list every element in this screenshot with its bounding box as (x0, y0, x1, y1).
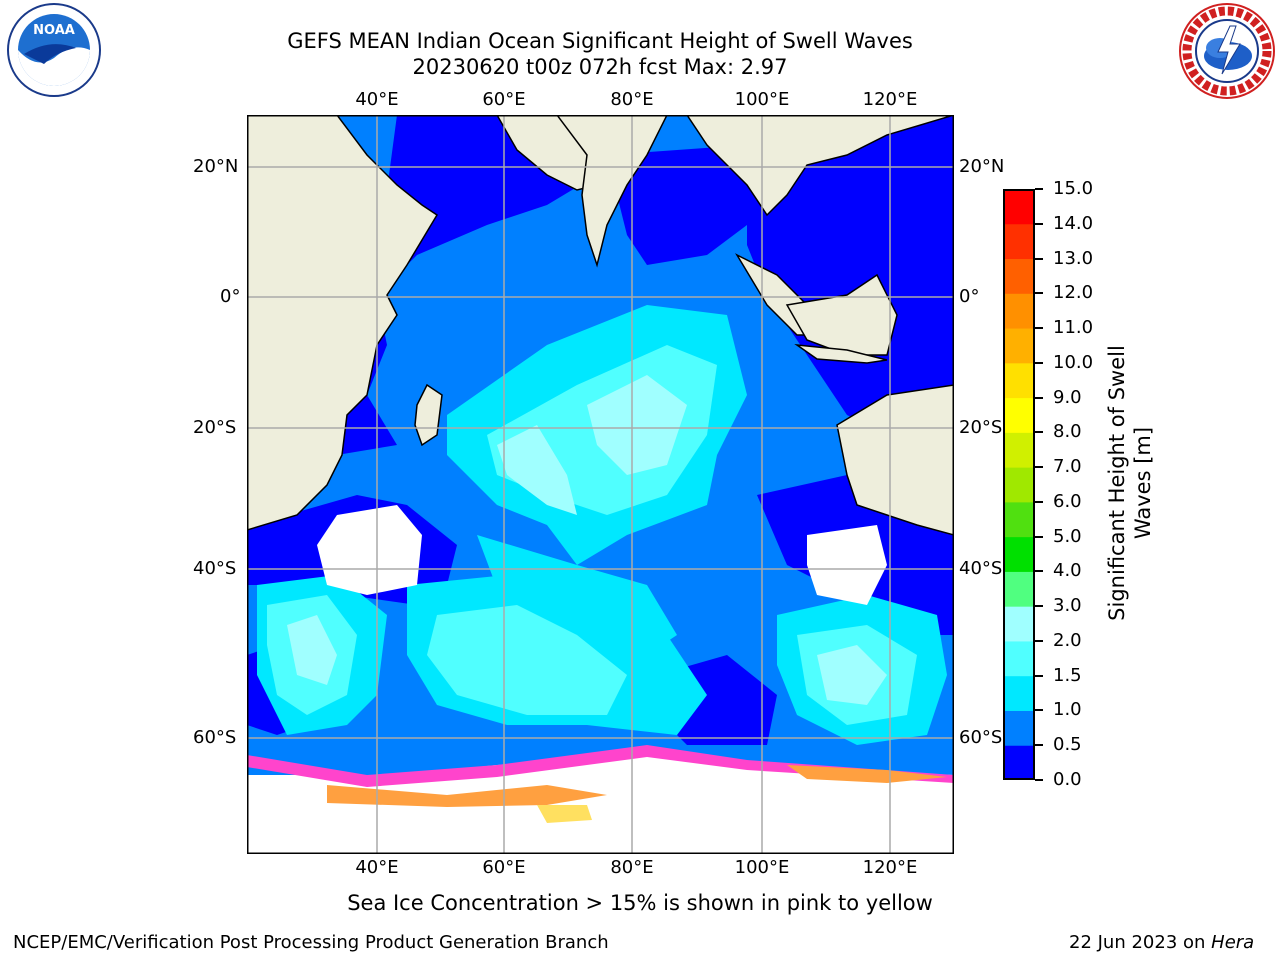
colorbar-segment (1003, 258, 1035, 294)
colorbar-tick-label: 12.0 (1053, 282, 1094, 304)
colorbar-tick-mark (1035, 709, 1043, 712)
colorbar-segment (1003, 467, 1035, 503)
colorbar-segment (1003, 710, 1035, 746)
colorbar-tick-label: 9.0 (1053, 386, 1082, 408)
colorbar-tick-mark (1035, 292, 1043, 295)
left-lat-label: 0° (220, 286, 241, 307)
right-lat-label: 40°S (959, 558, 1003, 579)
left-lat-label: 20°S (193, 417, 237, 438)
colorbar-tick-label: 5.0 (1053, 525, 1082, 547)
map-subtitle: 20230620 t00z 072h fcst Max: 2.97 (412, 55, 788, 79)
colorbar-segment (1003, 571, 1035, 607)
colorbar-tick-mark (1035, 605, 1043, 608)
colorbar-segment (1003, 675, 1035, 711)
colorbar-segment (1003, 189, 1035, 225)
colorbar-tick-label: 14.0 (1053, 212, 1094, 234)
colorbar-tick-label: 1.5 (1053, 664, 1082, 686)
footer-date: 22 Jun 2023 on Hera (1069, 932, 1254, 953)
colorbar-tick-mark (1035, 361, 1043, 364)
left-lat-label: 60°S (193, 727, 237, 748)
colorbar-tick-mark (1035, 466, 1043, 469)
sea-ice-caption: Sea Ice Concentration > 15% is shown in … (347, 891, 933, 915)
right-lat-label: 60°S (959, 727, 1003, 748)
colorbar-segment (1003, 397, 1035, 433)
left-lat-label: 40°S (193, 558, 237, 579)
colorbar-segment (1003, 223, 1035, 260)
noaa-logo: NOAA (6, 2, 102, 98)
colorbar-tick-label: 1.0 (1053, 699, 1082, 721)
nws-logo (1178, 2, 1276, 100)
colorbar (1003, 189, 1035, 781)
map-title: GEFS MEAN Indian Ocean Significant Heigh… (287, 29, 913, 53)
footer-credit: NCEP/EMC/Verification Post Processing Pr… (13, 932, 609, 953)
bottom-lon-label: 120°E (862, 857, 918, 878)
colorbar-segment (1003, 432, 1035, 468)
colorbar-tick-label: 6.0 (1053, 490, 1082, 512)
colorbar-tick-mark (1035, 570, 1043, 573)
colorbar-tick-mark (1035, 744, 1043, 747)
colorbar-label-line2: Waves [m] (1131, 426, 1155, 540)
colorbar-tick-label: 0.5 (1053, 734, 1082, 756)
top-lon-label: 60°E (482, 89, 526, 110)
top-lon-label: 120°E (862, 89, 918, 110)
colorbar-tick-mark (1035, 222, 1043, 225)
colorbar-segment (1003, 328, 1035, 364)
colorbar-tick-mark (1035, 674, 1043, 677)
top-lon-label: 80°E (610, 89, 654, 110)
colorbar-tick-label: 13.0 (1053, 247, 1094, 269)
colorbar-tick-mark (1035, 396, 1043, 399)
colorbar-tick-mark (1035, 327, 1043, 330)
right-lat-label: 0° (959, 286, 980, 307)
footer-machine: Hera (1211, 932, 1255, 953)
right-lat-label: 20°N (959, 156, 1005, 177)
bottom-lon-label: 40°E (355, 857, 399, 878)
colorbar-tick-mark (1035, 431, 1043, 434)
peak-swell-zones (287, 375, 887, 705)
colorbar-tick-mark (1035, 500, 1043, 503)
right-lat-label: 20°S (959, 417, 1003, 438)
colorbar-tick-label: 11.0 (1053, 317, 1094, 339)
sea-ice-band (247, 745, 954, 823)
colorbar-tick-label: 0.0 (1053, 769, 1082, 790)
bottom-lon-label: 60°E (482, 857, 526, 878)
colorbar-segment (1003, 745, 1035, 781)
colorbar-segment (1003, 501, 1035, 538)
colorbar-tick-mark (1035, 257, 1043, 260)
top-lon-label: 100°E (734, 89, 790, 110)
colorbar-tick-mark (1035, 188, 1043, 190)
colorbar-tick-label: 2.0 (1053, 629, 1082, 651)
colorbar-tick-label: 7.0 (1053, 456, 1082, 478)
colorbar-tick-label: 10.0 (1053, 351, 1094, 373)
colorbar-segment (1003, 536, 1035, 572)
colorbar-tick-mark (1035, 535, 1043, 538)
colorbar-tick-label: 15.0 (1053, 178, 1094, 199)
colorbar-segment (1003, 606, 1035, 642)
bottom-lon-label: 100°E (734, 857, 790, 878)
colorbar-tick-label: 4.0 (1053, 560, 1082, 582)
colorbar-label-line1: Significant Height of Swell (1105, 345, 1129, 621)
map-frame (247, 115, 954, 854)
colorbar-tick-label: 8.0 (1053, 421, 1082, 443)
colorbar-frame (1003, 189, 1035, 780)
left-lat-label: 20°N (193, 156, 239, 177)
top-lon-label: 40°E (355, 89, 399, 110)
colorbar-segment (1003, 362, 1035, 399)
colorbar-segment (1003, 293, 1035, 329)
graticule (247, 115, 954, 854)
colorbar-tick-mark (1035, 639, 1043, 642)
colorbar-tick-label: 3.0 (1053, 595, 1082, 617)
colorbar-tick-mark (1035, 779, 1043, 781)
map-panel (247, 115, 954, 854)
bottom-lon-label: 80°E (610, 857, 654, 878)
colorbar-segment (1003, 640, 1035, 677)
footer-date-text: 22 Jun 2023 on (1069, 932, 1212, 953)
noaa-logo-label: NOAA (33, 23, 75, 38)
